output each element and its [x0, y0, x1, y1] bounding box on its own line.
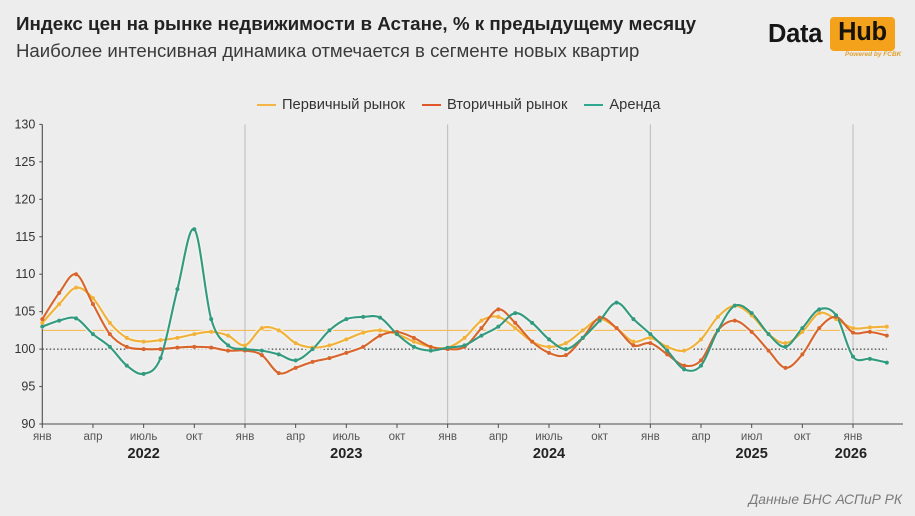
svg-text:июль: июль — [535, 431, 563, 443]
svg-text:янв: янв — [641, 431, 660, 443]
svg-text:янв: янв — [438, 431, 457, 443]
svg-text:2026: 2026 — [835, 446, 867, 462]
svg-text:110: 110 — [15, 267, 35, 281]
svg-text:2023: 2023 — [330, 446, 362, 462]
svg-text:окт: окт — [591, 431, 609, 443]
svg-text:апр: апр — [286, 431, 305, 443]
svg-text:окт: окт — [186, 431, 204, 443]
svg-text:окт: окт — [794, 431, 812, 443]
svg-text:105: 105 — [14, 305, 35, 319]
svg-text:2024: 2024 — [533, 446, 565, 462]
svg-text:янв: янв — [33, 431, 52, 443]
svg-text:июл: июл — [741, 431, 763, 443]
svg-text:апр: апр — [691, 431, 710, 443]
svg-text:апр: апр — [83, 431, 102, 443]
svg-text:100: 100 — [14, 342, 35, 356]
svg-text:июль: июль — [130, 431, 158, 443]
svg-text:окт: окт — [389, 431, 407, 443]
svg-text:115: 115 — [15, 230, 35, 244]
svg-text:янв: янв — [844, 431, 863, 443]
svg-text:июль: июль — [333, 431, 361, 443]
svg-text:янв: янв — [236, 431, 255, 443]
svg-text:95: 95 — [21, 380, 35, 394]
svg-text:120: 120 — [14, 192, 35, 206]
svg-text:90: 90 — [21, 417, 35, 431]
svg-text:125: 125 — [14, 155, 35, 169]
svg-text:2022: 2022 — [128, 446, 160, 462]
svg-text:апр: апр — [489, 431, 508, 443]
svg-text:130: 130 — [14, 117, 35, 131]
svg-text:2025: 2025 — [736, 446, 768, 462]
